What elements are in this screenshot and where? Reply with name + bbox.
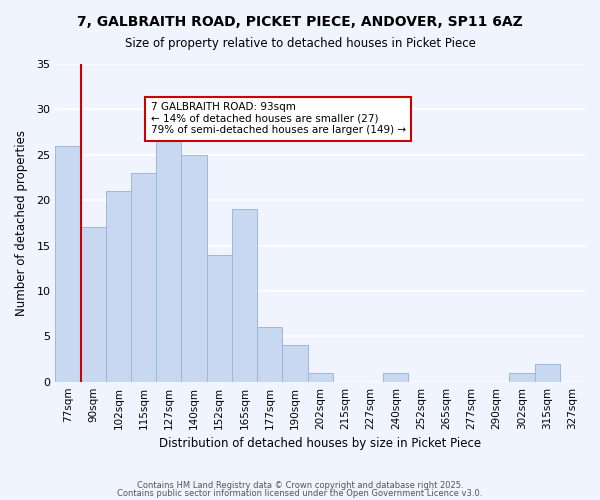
Bar <box>80 228 106 382</box>
Bar <box>509 372 535 382</box>
Text: Contains HM Land Registry data © Crown copyright and database right 2025.: Contains HM Land Registry data © Crown c… <box>137 481 463 490</box>
Bar <box>106 191 131 382</box>
Bar <box>283 346 308 382</box>
X-axis label: Distribution of detached houses by size in Picket Piece: Distribution of detached houses by size … <box>159 437 481 450</box>
Bar <box>257 327 283 382</box>
Bar <box>131 173 156 382</box>
Text: 7, GALBRAITH ROAD, PICKET PIECE, ANDOVER, SP11 6AZ: 7, GALBRAITH ROAD, PICKET PIECE, ANDOVER… <box>77 15 523 29</box>
Bar <box>181 155 206 382</box>
Text: Size of property relative to detached houses in Picket Piece: Size of property relative to detached ho… <box>125 38 475 51</box>
Bar <box>206 254 232 382</box>
Bar <box>55 146 80 382</box>
Text: 7 GALBRAITH ROAD: 93sqm
← 14% of detached houses are smaller (27)
79% of semi-de: 7 GALBRAITH ROAD: 93sqm ← 14% of detache… <box>151 102 406 136</box>
Y-axis label: Number of detached properties: Number of detached properties <box>15 130 28 316</box>
Bar <box>156 136 181 382</box>
Bar <box>308 372 333 382</box>
Bar <box>232 209 257 382</box>
Bar <box>535 364 560 382</box>
Text: Contains public sector information licensed under the Open Government Licence v3: Contains public sector information licen… <box>118 488 482 498</box>
Bar <box>383 372 409 382</box>
